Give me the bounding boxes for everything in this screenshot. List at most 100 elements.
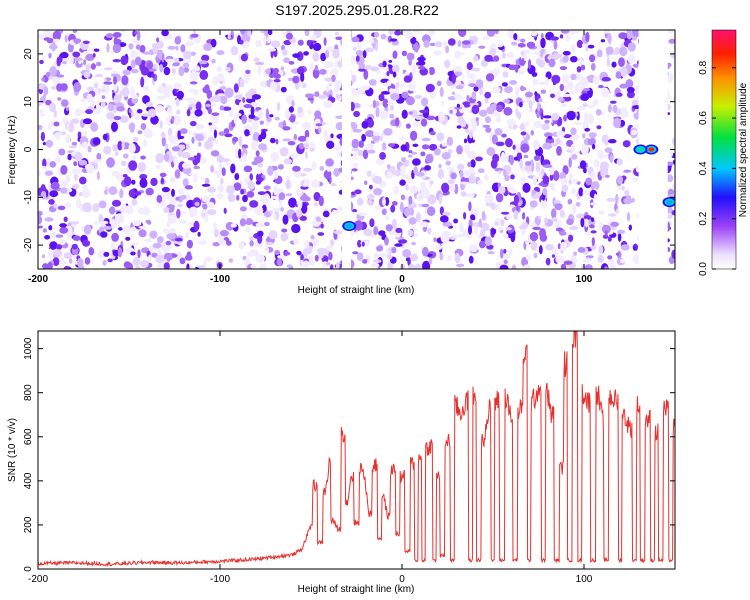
- spectrogram-cell: [83, 224, 92, 235]
- spectrogram-cell: [214, 139, 219, 145]
- spectrogram-cell: [608, 139, 617, 144]
- spectrogram-cell: [52, 76, 61, 84]
- spectrogram-cell: [92, 137, 101, 146]
- spectrogram-cell: [210, 165, 215, 173]
- spectrogram-cell: [238, 54, 242, 63]
- spectrogram-cell: [410, 253, 419, 262]
- spectrogram-cell: [570, 127, 577, 136]
- spectrogram-cell: [591, 181, 600, 191]
- spectrogram-cell: [560, 263, 567, 269]
- spectrogram-cell: [540, 37, 546, 49]
- spectrogram-cell: [480, 59, 488, 67]
- spectrogram-cell: [616, 158, 623, 166]
- spectrogram-cell: [362, 149, 369, 160]
- spectrogram-cell: [175, 237, 183, 242]
- spectrogram-cell: [118, 227, 123, 231]
- spectrogram-cell: [262, 193, 271, 204]
- spectrogram-cell: [458, 233, 466, 238]
- spectrogram-cell: [38, 197, 42, 201]
- spectrogram-cell: [170, 195, 176, 205]
- spectrogram-cell: [508, 64, 517, 71]
- spectrogram-xlabel: Height of straight line (km): [298, 285, 415, 296]
- spectrogram-cell: [132, 220, 142, 227]
- spectrogram-cell: [119, 188, 124, 199]
- spectrogram-cell: [145, 101, 154, 108]
- spectrogram-cell: [619, 258, 626, 264]
- spectrogram-cell: [173, 82, 182, 90]
- spectrogram-cell: [111, 170, 120, 177]
- spectrogram-cell: [605, 46, 614, 55]
- spectrogram-cell: [498, 186, 506, 194]
- spectrogram-cell: [461, 119, 467, 128]
- spectrogram-cell: [454, 183, 459, 195]
- spectrogram-cell: [408, 150, 413, 154]
- spectrogram-cell: [47, 122, 53, 131]
- spectrogram-cell: [120, 55, 128, 66]
- spectrogram-cell: [433, 237, 437, 243]
- spectrogram-cell: [82, 239, 91, 247]
- spectrogram-cell: [193, 173, 198, 183]
- spectrogram-cell: [387, 171, 393, 178]
- spectrogram-cell: [105, 33, 114, 39]
- spectrogram-cell: [626, 30, 633, 40]
- spectrogram-cell: [246, 97, 256, 104]
- spectrogram-cell: [58, 148, 66, 156]
- hotspot-core: [637, 147, 644, 152]
- spectrogram-cell: [303, 51, 309, 56]
- spectrogram-cell: [355, 55, 360, 62]
- spectrogram-cell: [557, 243, 561, 250]
- spectrogram-cell: [611, 61, 617, 68]
- spectrogram-cell: [180, 44, 186, 53]
- spectrogram-cell: [42, 165, 46, 169]
- spectrogram-cell: [178, 149, 183, 158]
- spectrogram-cell: [324, 77, 334, 82]
- spectrogram-cell: [193, 165, 201, 170]
- spectrogram-cell: [617, 184, 623, 190]
- spectrogram-cell: [590, 170, 596, 181]
- spectrogram-cell: [108, 186, 118, 196]
- spectrogram-cell: [389, 88, 394, 94]
- spectrogram-cell: [668, 188, 675, 196]
- spectrogram-cell: [64, 34, 68, 43]
- spectrogram-cell: [593, 193, 598, 201]
- spectrogram-cell: [60, 187, 68, 194]
- spectrogram-cell: [217, 184, 224, 193]
- spectrogram-cell: [570, 143, 576, 153]
- spectrogram-cell: [671, 183, 675, 191]
- spectrogram-cell: [550, 142, 558, 147]
- spectrogram-cell: [407, 177, 411, 184]
- spectrogram-cell: [195, 101, 202, 111]
- spectrogram-cell: [329, 69, 336, 75]
- spectrogram-cell: [412, 143, 419, 147]
- spectrogram-cell: [474, 225, 478, 235]
- spectrogram-cell: [155, 254, 165, 264]
- spectrogram-cell: [447, 255, 453, 261]
- spectrogram-cell: [56, 56, 61, 67]
- spectrogram-cell: [45, 99, 52, 106]
- spectrogram-cell: [562, 231, 567, 236]
- spectrogram-cell: [444, 60, 450, 68]
- spectrogram-cell: [503, 233, 509, 240]
- spectrogram-cell: [592, 98, 599, 106]
- spectrogram-cell: [433, 50, 442, 56]
- spectrogram-cell: [188, 206, 198, 217]
- spectrogram-cell: [226, 185, 235, 195]
- spectrogram-cell: [436, 132, 445, 142]
- spectrogram-cell: [45, 139, 54, 148]
- spectrogram-cell: [257, 191, 266, 196]
- spectrogram-cell: [112, 32, 122, 38]
- spectrogram-cell: [279, 199, 283, 209]
- spectrogram-cell: [266, 247, 269, 254]
- spectrogram-cell: [140, 155, 146, 160]
- spectrogram-cell: [234, 112, 242, 117]
- spectrogram-cell: [478, 45, 486, 49]
- spectrogram-cell: [512, 144, 516, 150]
- spectrogram-cell: [357, 239, 362, 248]
- spectrogram-cell: [223, 128, 230, 134]
- spectrogram-cell: [538, 215, 542, 219]
- spectrogram-cell: [355, 50, 364, 57]
- spectrogram-cell: [251, 140, 259, 151]
- spectrogram-cell: [163, 66, 171, 76]
- spectrogram-cell: [282, 138, 291, 142]
